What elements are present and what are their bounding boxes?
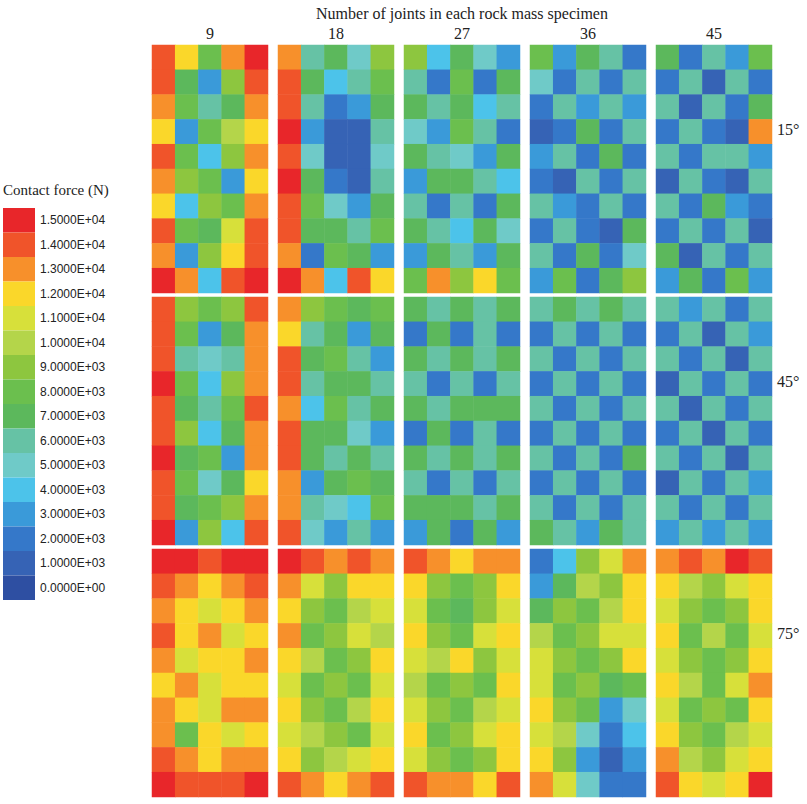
svg-text:1.5000E+04: 1.5000E+04: [40, 213, 105, 227]
svg-text:1.1000E+04: 1.1000E+04: [40, 311, 105, 325]
svg-text:75°: 75°: [777, 625, 799, 642]
svg-text:1.3000E+04: 1.3000E+04: [40, 262, 105, 276]
svg-text:15°: 15°: [777, 121, 799, 138]
svg-text:3.0000E+03: 3.0000E+03: [40, 507, 105, 521]
svg-text:9: 9: [206, 25, 214, 42]
svg-text:45: 45: [706, 25, 722, 42]
svg-text:36: 36: [580, 25, 596, 42]
svg-text:1.2000E+04: 1.2000E+04: [40, 287, 105, 301]
svg-text:6.0000E+03: 6.0000E+03: [40, 434, 105, 448]
svg-text:9.0000E+03: 9.0000E+03: [40, 360, 105, 374]
svg-text:Number of joints in each rock: Number of joints in each rock mass speci…: [316, 5, 608, 23]
svg-text:27: 27: [454, 25, 470, 42]
svg-text:45°: 45°: [777, 373, 799, 390]
svg-text:2.0000E+03: 2.0000E+03: [40, 532, 105, 546]
svg-text:18: 18: [328, 25, 344, 42]
svg-text:Contact force (N): Contact force (N): [3, 182, 109, 199]
svg-text:4.0000E+03: 4.0000E+03: [40, 483, 105, 497]
svg-text:1.0000E+03: 1.0000E+03: [40, 556, 105, 570]
svg-text:0.0000E+00: 0.0000E+00: [40, 581, 105, 595]
svg-text:7.0000E+03: 7.0000E+03: [40, 409, 105, 423]
svg-text:1.4000E+04: 1.4000E+04: [40, 238, 105, 252]
svg-text:8.0000E+03: 8.0000E+03: [40, 385, 105, 399]
svg-text:5.0000E+03: 5.0000E+03: [40, 458, 105, 472]
svg-text:1.0000E+04: 1.0000E+04: [40, 336, 105, 350]
